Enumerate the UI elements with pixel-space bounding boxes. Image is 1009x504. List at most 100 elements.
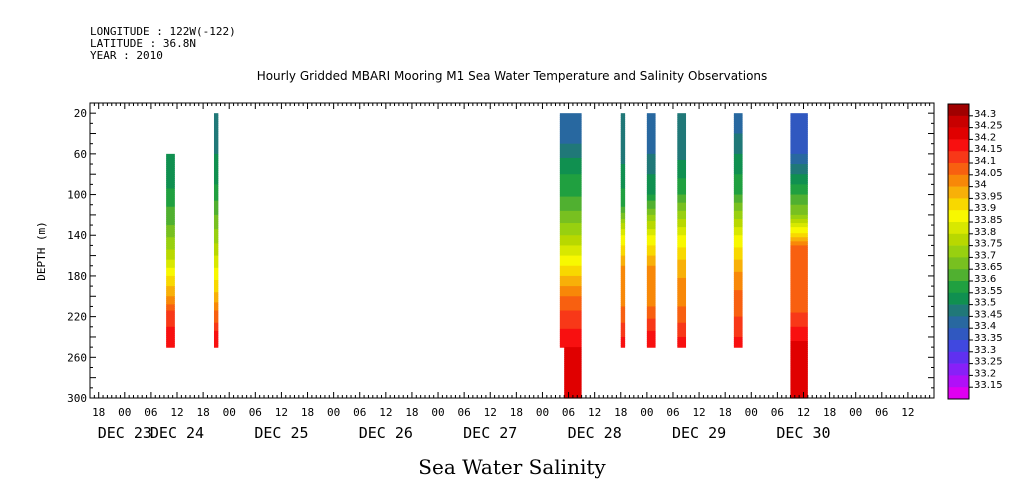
salinity-cell: [733, 164, 743, 167]
salinity-cell: [564, 367, 582, 371]
salinity-cell: [790, 204, 808, 208]
salinity-cell: [166, 216, 175, 220]
salinity-cell: [213, 343, 219, 346]
salinity-cell: [620, 200, 626, 204]
salinity-cell: [559, 180, 582, 183]
salinity-cell: [564, 383, 582, 387]
salinity-cell: [646, 221, 656, 224]
salinity-cell: [677, 253, 687, 257]
salinity-cell: [559, 153, 582, 157]
salinity-cell: [559, 300, 582, 303]
salinity-cell: [733, 200, 743, 204]
salinity-cell: [677, 137, 687, 141]
salinity-cell: [213, 294, 219, 297]
salinity-cell: [620, 223, 626, 226]
colorbar-swatch: [948, 163, 969, 176]
salinity-cell: [733, 334, 743, 338]
salinity-cell: [677, 135, 687, 139]
salinity-cell: [677, 336, 687, 340]
salinity-cell: [790, 361, 808, 365]
salinity-cell: [564, 349, 582, 352]
salinity-cell: [790, 147, 808, 151]
colorbar-swatch: [948, 127, 969, 140]
salinity-cell: [733, 155, 743, 159]
salinity-cell: [733, 218, 743, 222]
salinity-cell: [646, 159, 656, 163]
colorbar-label: 33.9: [974, 203, 996, 214]
salinity-cell: [733, 182, 743, 185]
salinity-cell: [733, 176, 743, 179]
salinity-cell: [733, 190, 743, 194]
salinity-cell: [166, 326, 175, 330]
salinity-cell: [790, 324, 808, 328]
salinity-cell: [790, 373, 808, 377]
salinity-cell: [559, 324, 582, 328]
salinity-cell: [790, 231, 808, 234]
salinity-cell: [646, 316, 656, 320]
salinity-cell: [213, 125, 219, 129]
salinity-cell: [620, 251, 626, 255]
salinity-cell: [790, 214, 808, 218]
salinity-cell: [213, 162, 219, 165]
salinity-cell: [620, 286, 626, 289]
salinity-cell: [733, 172, 743, 175]
salinity-cell: [677, 121, 687, 124]
colorbar-label: 33.3: [974, 345, 996, 356]
salinity-cell: [646, 186, 656, 190]
salinity-cell: [559, 176, 582, 179]
salinity-cell: [733, 125, 743, 129]
salinity-cell: [677, 194, 687, 198]
salinity-cell: [559, 164, 582, 167]
salinity-cell: [559, 251, 582, 255]
x-tick-label: 18: [823, 406, 836, 419]
salinity-cell: [213, 251, 219, 255]
salinity-cell: [213, 298, 219, 301]
salinity-cell: [559, 286, 582, 289]
salinity-cell: [790, 273, 808, 277]
salinity-cell: [646, 322, 656, 326]
colorbar-swatch: [948, 304, 969, 317]
salinity-cell: [677, 275, 687, 279]
salinity-cell: [166, 341, 175, 344]
salinity-cell: [646, 241, 656, 244]
salinity-cell: [213, 135, 219, 139]
salinity-cell: [733, 206, 743, 210]
salinity-cell: [790, 119, 808, 122]
salinity-cell: [213, 269, 219, 273]
salinity-cell: [646, 324, 656, 328]
salinity-cell: [790, 336, 808, 340]
salinity-cell: [790, 316, 808, 320]
salinity-cell: [620, 336, 626, 340]
salinity-cell: [646, 280, 656, 283]
salinity-cell: [646, 286, 656, 289]
salinity-cell: [166, 235, 175, 238]
x-tick-label: 18: [510, 406, 523, 419]
salinity-cell: [790, 304, 808, 308]
salinity-cell: [166, 318, 175, 322]
salinity-cell: [677, 216, 687, 220]
salinity-cell: [646, 265, 656, 269]
salinity-cell: [677, 284, 687, 287]
salinity-cell: [559, 200, 582, 204]
salinity-cell: [166, 345, 175, 348]
salinity-cell: [213, 284, 219, 287]
salinity-cell: [620, 135, 626, 139]
salinity-cell: [733, 170, 743, 173]
salinity-cell: [559, 288, 582, 291]
salinity-cell: [646, 308, 656, 312]
salinity-cell: [213, 223, 219, 226]
salinity-cell: [166, 314, 175, 318]
salinity-cell: [564, 373, 582, 377]
salinity-cell: [166, 176, 175, 179]
salinity-cell: [646, 261, 656, 265]
salinity-cell: [166, 190, 175, 194]
salinity-cell: [733, 280, 743, 283]
salinity-cell: [559, 223, 582, 226]
salinity-cell: [646, 149, 656, 153]
salinity-cell: [213, 174, 219, 177]
salinity-cell: [733, 113, 743, 116]
salinity-cell: [733, 343, 743, 346]
salinity-cell: [790, 359, 808, 362]
salinity-cell: [620, 139, 626, 143]
